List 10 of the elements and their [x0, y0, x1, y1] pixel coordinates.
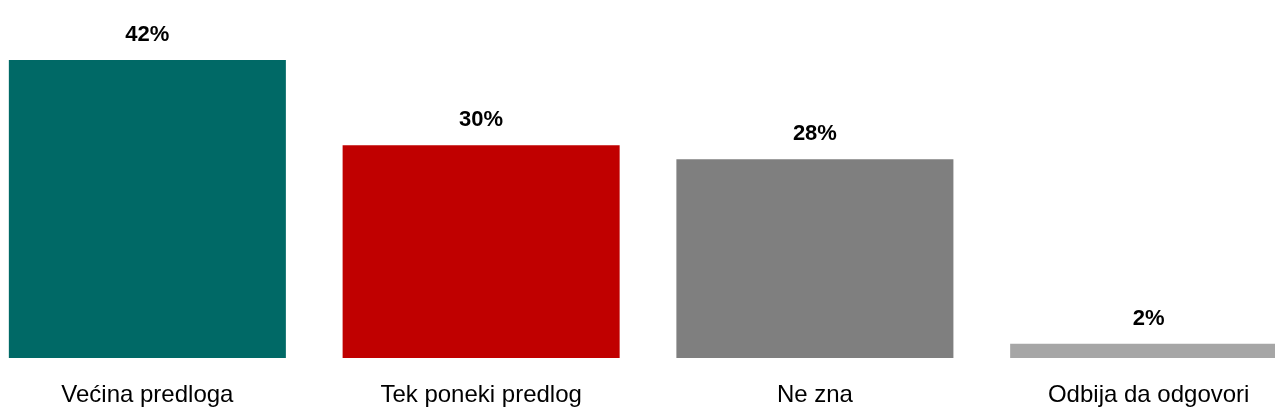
- x-tick-label: Ne zna: [776, 379, 854, 407]
- data-label: 30%: [459, 106, 504, 132]
- x-tick-label: Većina predloga: [61, 379, 235, 407]
- data-label: 28%: [792, 120, 837, 146]
- bar: [8, 60, 286, 358]
- x-tick-label: Tek poneki predlog: [380, 379, 582, 407]
- bar: [342, 145, 620, 358]
- x-tick-label: Odbija da odgovori: [1047, 379, 1250, 407]
- data-label: 42%: [125, 21, 170, 47]
- data-label: 2%: [1132, 304, 1165, 330]
